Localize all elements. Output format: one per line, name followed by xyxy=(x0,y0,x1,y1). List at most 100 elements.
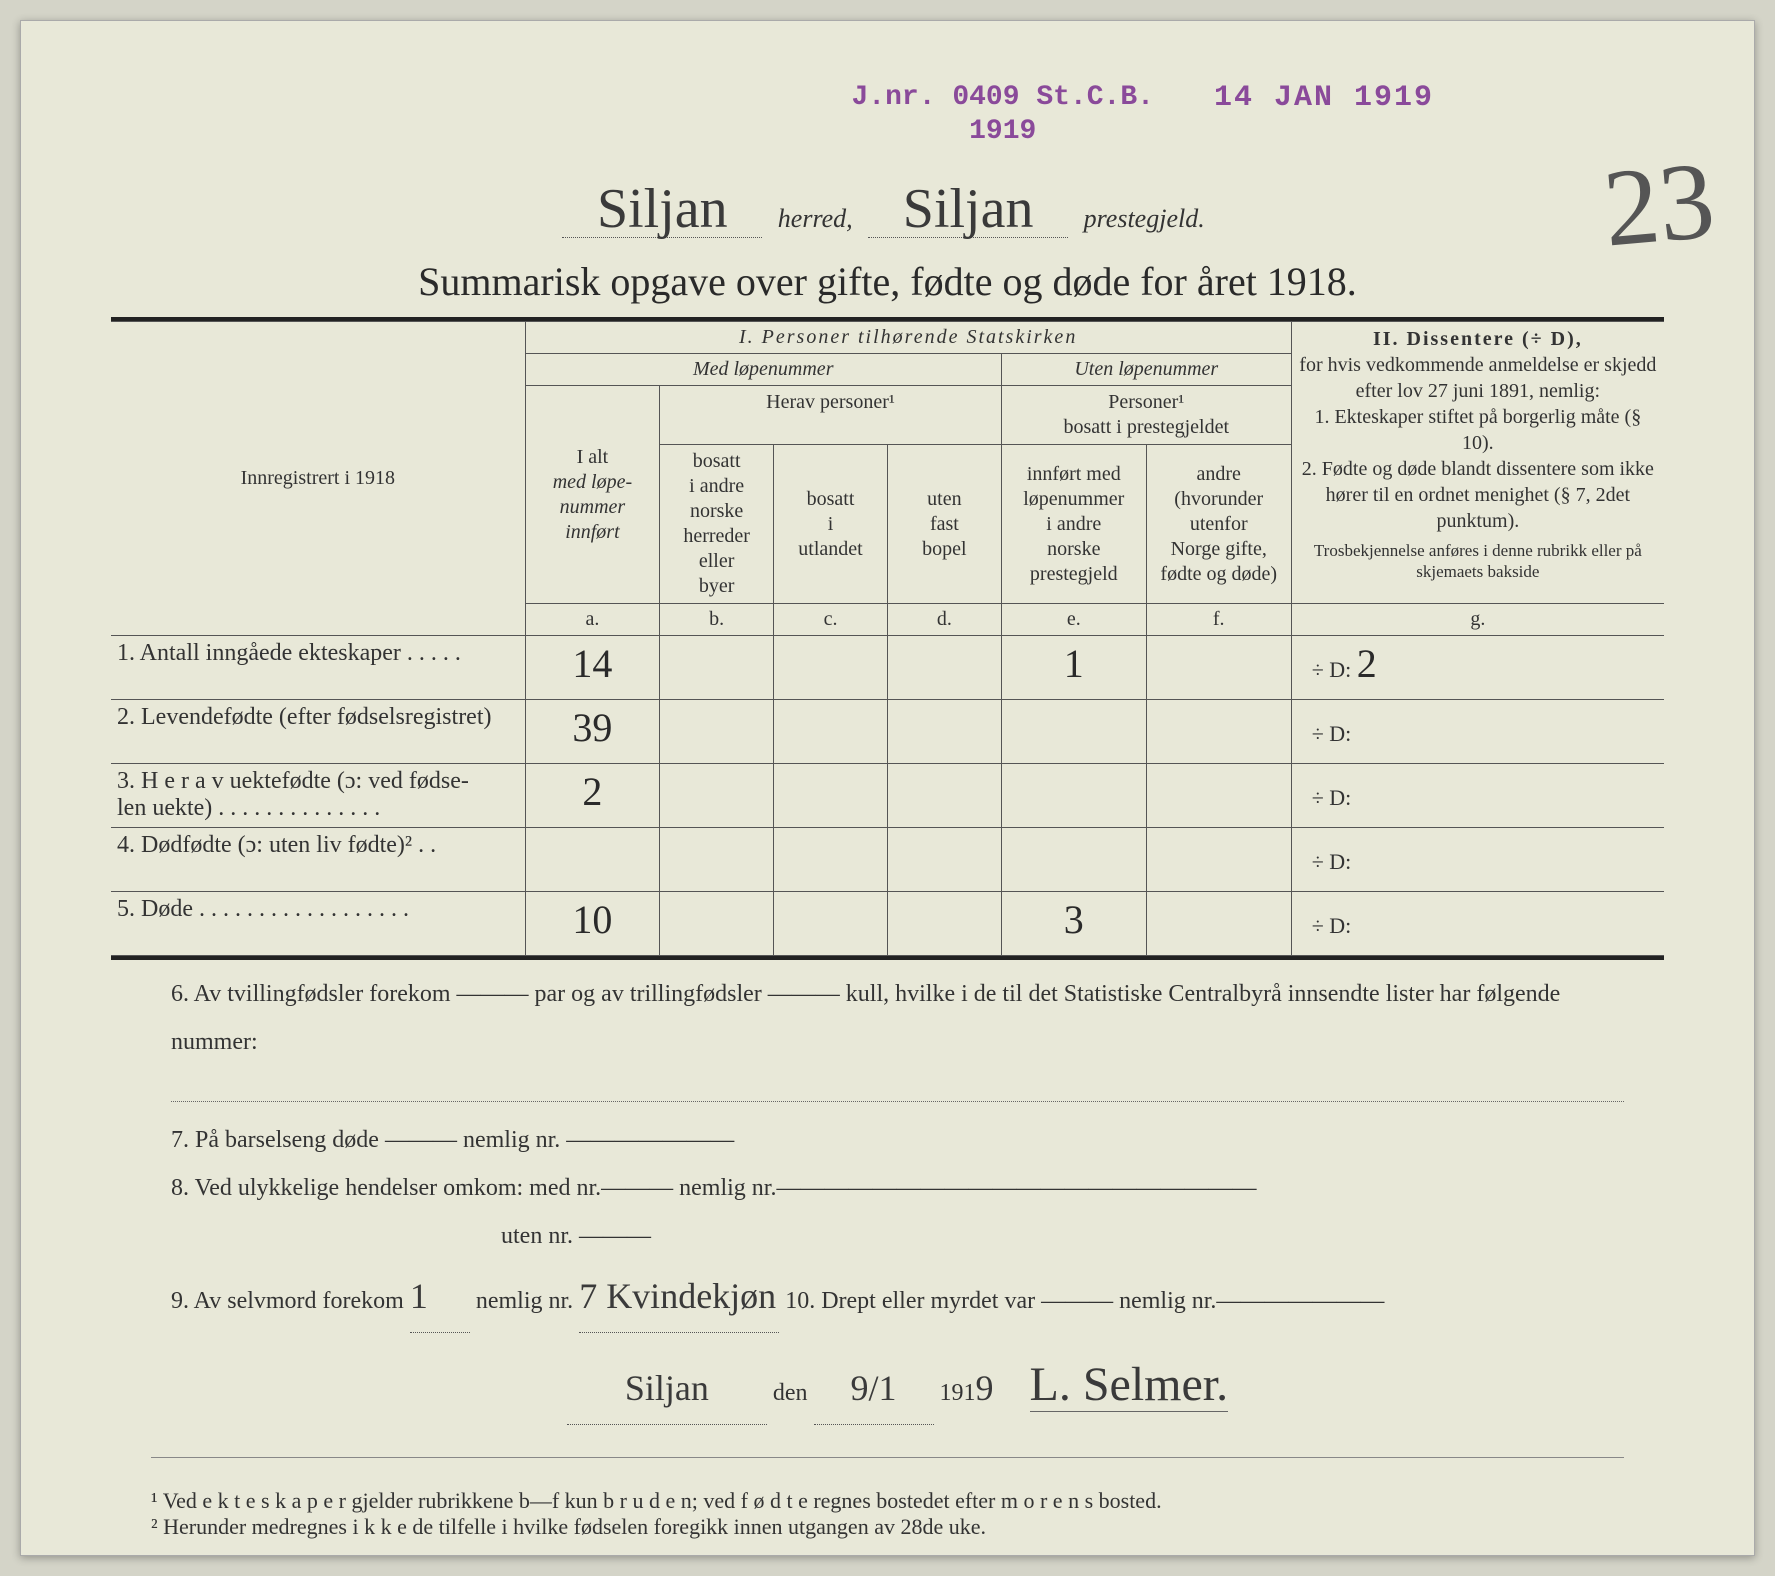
footnote-rule xyxy=(151,1457,1624,1458)
uten-lope-header: Uten løpenummer xyxy=(1001,354,1291,386)
cell-e xyxy=(1001,764,1146,828)
section2-footer: Trosbekjennelse anføres i denne rubrikk … xyxy=(1298,540,1658,583)
cell-e xyxy=(1001,828,1146,892)
cell-d xyxy=(887,828,1001,892)
sig-date: 9/1 xyxy=(814,1352,934,1425)
q9-detail: 7 Kvindekjøn xyxy=(579,1260,779,1333)
personer-bosatt-header: Personer¹ bosatt i prestegjeldet xyxy=(1001,386,1291,445)
cell-a: 2 xyxy=(525,764,660,828)
footnotes: ¹ Ved e k t e s k a p e r gjelder rubrik… xyxy=(111,1488,1664,1540)
col-e-header: innført med løpenummer i andre norske pr… xyxy=(1001,445,1146,604)
cell-b xyxy=(660,892,774,956)
jnr-line1: J.nr. 0409 St.C.B. xyxy=(852,81,1154,115)
cell-e: 1 xyxy=(1001,636,1146,700)
cell-f xyxy=(1146,700,1291,764)
cell-a xyxy=(525,828,660,892)
form-title: Summarisk opgave over gifte, fødte og dø… xyxy=(111,258,1664,305)
col-b-header: bosatt i andre norske herreder eller bye… xyxy=(660,445,774,604)
questions-section: 6. Av tvillingfødsler forekom ——— par og… xyxy=(111,960,1664,1443)
section1-header: I. Personer tilhørende Statskirken xyxy=(525,322,1291,354)
med-lope-header: Med løpenummer xyxy=(525,354,1001,386)
i-alt-text: I alt xyxy=(577,446,609,468)
q8b: uten nr. ——— xyxy=(171,1212,1624,1260)
herred-label: herred, xyxy=(770,204,861,233)
sig-name: L. Selmer. xyxy=(1030,1358,1229,1412)
innreg-header: Innregistrert i 1918 xyxy=(111,322,525,636)
jnr-line2: 1919 xyxy=(852,115,1154,149)
document-page: J.nr. 0409 St.C.B. 1919 14 JAN 1919 2 3 S… xyxy=(20,20,1755,1556)
cell-c xyxy=(774,700,888,764)
section2-header: II. Dissentere (÷ D), for hvis vedkommen… xyxy=(1291,322,1664,604)
col-f-header: andre (hvorunder utenfor Norge gifte, fø… xyxy=(1146,445,1291,604)
q9-row: 9. Av selvmord forekom 1 nemlig nr. 7 Kv… xyxy=(171,1260,1624,1333)
q7: 7. På barselseng døde ——— nemlig nr. ———… xyxy=(171,1116,1624,1164)
sig-year-suffix: 9 xyxy=(976,1368,994,1408)
cell-d xyxy=(887,764,1001,828)
table-row: 5. Døde . . . . . . . . . . . . . . . . … xyxy=(111,892,1664,956)
letter-a: a. xyxy=(525,604,660,636)
cell-a: 14 xyxy=(525,636,660,700)
cell-c xyxy=(774,764,888,828)
cell-d xyxy=(887,700,1001,764)
row-label: 2. Levendefødte (efter fødselsregistret) xyxy=(111,700,525,764)
table-row: 1. Antall inngåede ekteskaper . . . . .1… xyxy=(111,636,1664,700)
q9-prefix: 9. Av selvmord forekom xyxy=(171,1288,404,1314)
letter-g: g. xyxy=(1291,604,1664,636)
col-c-header: bosatt i utlandet xyxy=(774,445,888,604)
table-row: 2. Levendefødte (efter fødselsregistret)… xyxy=(111,700,1664,764)
sig-den: den xyxy=(773,1380,808,1406)
q9-count: 1 xyxy=(410,1260,470,1333)
cell-f xyxy=(1146,764,1291,828)
letter-c: c. xyxy=(774,604,888,636)
cell-g: ÷ D: xyxy=(1291,700,1664,764)
signature-row: Siljan den 9/1 1919 L. Selmer. xyxy=(171,1337,1624,1433)
cell-b xyxy=(660,700,774,764)
row-label: 1. Antall inngåede ekteskaper . . . . . xyxy=(111,636,525,700)
col-d-header: uten fast bopel xyxy=(887,445,1001,604)
date-stamp: 14 JAN 1919 xyxy=(1214,81,1434,115)
stamp-area: J.nr. 0409 St.C.B. 1919 14 JAN 1919 xyxy=(852,81,1435,148)
prestegjeld-label: prestegjeld. xyxy=(1076,204,1213,233)
q6: 6. Av tvillingfødsler forekom ——— par og… xyxy=(171,970,1624,1066)
cell-c xyxy=(774,892,888,956)
letter-d: d. xyxy=(887,604,1001,636)
herred-value: Siljan xyxy=(562,181,762,238)
q6-line xyxy=(171,1072,1624,1102)
i-alt-header: I alt med løpe- nummer innført xyxy=(525,386,660,604)
row-label: 5. Døde . . . . . . . . . . . . . . . . … xyxy=(111,892,525,956)
footnote-2: ² Herunder medregnes i k k e de tilfelle… xyxy=(151,1514,1664,1540)
cell-g: ÷ D: xyxy=(1291,764,1664,828)
q8: 8. Ved ulykkelige hendelser omkom: med n… xyxy=(171,1164,1624,1212)
cell-g: ÷ D: xyxy=(1291,892,1664,956)
cell-b xyxy=(660,828,774,892)
cell-e: 3 xyxy=(1001,892,1146,956)
cell-b xyxy=(660,636,774,700)
cell-c xyxy=(774,828,888,892)
cell-a: 10 xyxy=(525,892,660,956)
cell-a: 39 xyxy=(525,700,660,764)
cell-b xyxy=(660,764,774,828)
section2-body: for hvis vedkommende anmeldelse er skjed… xyxy=(1298,352,1658,534)
section2-title: II. Dissentere (÷ D), xyxy=(1298,326,1658,352)
footnote-1: ¹ Ved e k t e s k a p e r gjelder rubrik… xyxy=(151,1488,1664,1514)
header-line: Siljan herred, Siljan prestegjeld. xyxy=(111,181,1664,238)
i-alt-sub: med løpe- nummer innført xyxy=(553,471,632,543)
herav-header: Herav personer¹ xyxy=(660,386,1002,445)
cell-c xyxy=(774,636,888,700)
cell-d xyxy=(887,636,1001,700)
letter-e: e. xyxy=(1001,604,1146,636)
journal-stamp: J.nr. 0409 St.C.B. 1919 xyxy=(852,81,1154,148)
table-row: 4. Dødfødte (ɔ: uten liv fødte)² . .÷ D: xyxy=(111,828,1664,892)
letter-f: f. xyxy=(1146,604,1291,636)
cell-d xyxy=(887,892,1001,956)
prestegjeld-value: Siljan xyxy=(868,181,1068,238)
row-label: 4. Dødfødte (ɔ: uten liv fødte)² . . xyxy=(111,828,525,892)
main-table: Innregistrert i 1918 I. Personer tilhøre… xyxy=(111,321,1664,956)
cell-e xyxy=(1001,700,1146,764)
q10: 10. Drept eller myrdet var ——— nemlig nr… xyxy=(785,1288,1384,1314)
sig-year-prefix: 191 xyxy=(940,1380,976,1406)
sig-place: Siljan xyxy=(567,1352,767,1425)
cell-g: ÷ D: 2 xyxy=(1291,636,1664,700)
row-label: 3. H e r a v uektefødte (ɔ: ved fødse- l… xyxy=(111,764,525,828)
cell-f xyxy=(1146,892,1291,956)
